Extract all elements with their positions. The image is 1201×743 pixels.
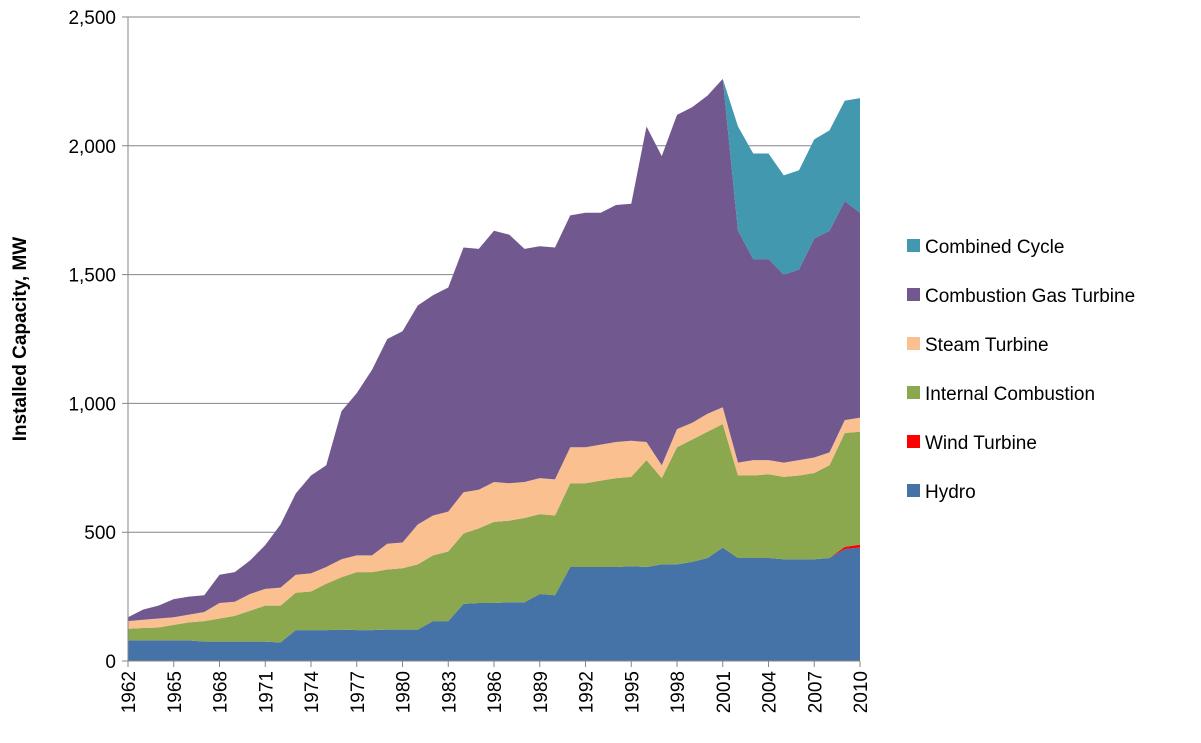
y-tick-label: 1,000 [68,394,116,415]
legend-label: Internal Combustion [925,384,1095,405]
area [128,547,860,661]
x-tick-label: 2001 [714,671,735,713]
legend-label: Combustion Gas Turbine [925,286,1135,307]
y-tick-label: 0 [105,652,116,673]
y-tick-label: 2,000 [68,137,116,158]
x-tick-label: 1974 [302,671,323,714]
x-tick-label: 1968 [211,671,232,713]
x-tick-label: 1986 [485,671,506,713]
x-tick-label: 1980 [394,671,415,713]
x-tick-label: 1977 [348,671,369,713]
x-tick-label: 1962 [119,671,140,713]
y-tick-label: 1,500 [68,266,116,287]
x-tick-label: 1983 [439,671,460,713]
legend-label: Combined Cycle [925,237,1064,258]
legend-swatch [907,288,920,301]
x-tick-label: 1992 [577,671,598,713]
x-tick-label: 2007 [805,671,826,713]
legend-label: Hydro [925,482,976,503]
y-axis-title: Installed Capacity, MW [10,237,31,442]
x-tick-label: 1995 [622,671,643,713]
legend-swatch [907,337,920,350]
legend-swatch [907,386,920,399]
area [128,424,860,643]
x-tick-label: 1998 [668,671,689,713]
legend-swatch [907,484,920,497]
x-tick-label: 2010 [851,671,872,713]
legend-swatch [907,435,920,448]
y-tick-label: 2,500 [68,8,116,29]
legend-label: Steam Turbine [925,335,1049,356]
legend-swatch [907,239,920,252]
x-tick-label: 1971 [256,671,277,713]
y-tick-label: 500 [84,523,116,544]
legend-label: Wind Turbine [925,433,1037,454]
x-tick-label: 2004 [760,671,781,714]
x-tick-label: 1965 [165,671,186,713]
x-tick-label: 1989 [531,671,552,713]
area [128,78,860,622]
